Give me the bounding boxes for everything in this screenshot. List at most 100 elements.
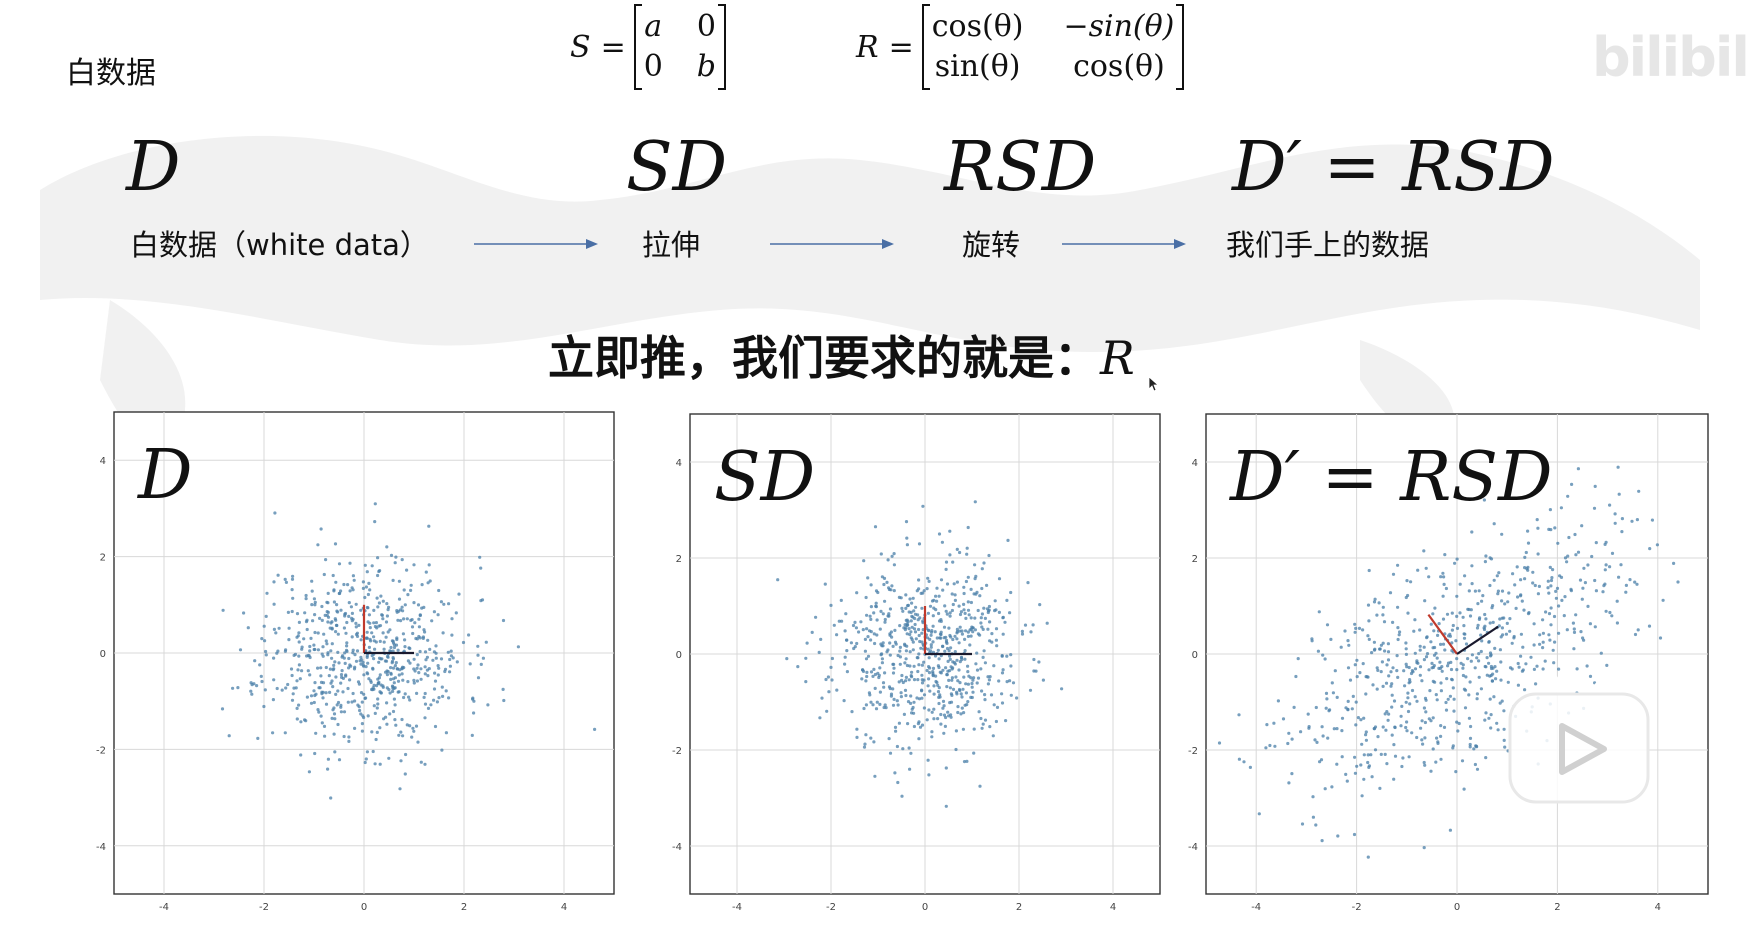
scatter-point [920,631,924,635]
x-tick-label: -2 [259,902,269,913]
scatter-point [1532,622,1536,626]
scatter-point [1388,591,1393,595]
scatter-point [1536,552,1540,556]
scatter-point [944,804,948,808]
scatter-point [915,589,919,593]
scatter-point [1661,598,1665,602]
scatter-point [1479,649,1483,654]
x-tick-label: 4 [561,902,567,913]
scatter-point [389,677,393,681]
scatter-point [901,609,905,613]
scatter-point [1549,623,1553,627]
scatter-point [395,636,399,640]
scatter-point [1500,699,1504,703]
scatter-point [818,716,822,720]
scatter-point [1359,718,1363,722]
scatter-point [981,722,985,726]
scatter-point [401,665,405,669]
scatter-point [1500,532,1504,536]
scatter-point [911,596,915,600]
scatter-point [1535,664,1539,668]
scatter-point [378,726,382,730]
scatter-point [1541,667,1545,671]
scatter-point [912,627,917,631]
scatter-point [1286,741,1290,746]
scatter-point [335,703,339,707]
scatter-point [1482,627,1487,632]
scatter-point [1467,693,1471,697]
scatter-point [337,591,341,596]
scatter-point [1415,699,1419,703]
scatter-point [927,579,931,583]
scatter-point [372,704,376,708]
scatter-point [312,689,316,693]
scatter-point [1407,755,1411,759]
scatter-point [357,623,361,627]
scatter-point [1450,677,1454,681]
scatter-point [843,662,847,666]
scatter-point [403,645,407,649]
scatter-point [231,686,235,690]
scatter-point [476,644,480,648]
scatter-point [1420,679,1424,683]
scatter-point [371,749,375,754]
scatter-point [1354,723,1358,727]
scatter-point [1405,729,1409,733]
scatter-point [1500,589,1505,593]
scatter-point [391,689,395,693]
scatter-point [1494,677,1498,681]
scatter-point [977,710,981,714]
scatter-point [1503,745,1507,749]
scatter-point [1353,630,1357,634]
scatter-point [403,692,407,696]
scatter-point [1343,629,1347,633]
scatter-point [1340,755,1344,759]
scatter-point [283,649,287,653]
scatter-point [954,729,958,733]
scatter-point [893,640,898,644]
scatter-point [365,570,369,574]
formula-r-lhs: R [856,29,879,65]
scatter-point [1604,540,1608,544]
scatter-point [1362,753,1366,757]
scatter-point [956,705,960,709]
scatter-point [1404,595,1408,600]
pipeline-symbol-dprime: D′ = RSD [1232,128,1555,207]
scatter-point [1041,678,1045,682]
scatter-point [332,732,336,736]
scatter-point [249,681,253,685]
scatter-point [917,737,921,741]
scatter-point [953,598,957,602]
scatter-point [978,784,982,788]
scatter-point [906,722,910,726]
scatter-point [1457,721,1461,726]
scatter-point [457,592,461,596]
scatter-point [1581,636,1585,640]
scatter-point [866,635,870,639]
scatter-point [953,593,957,597]
scatter-point [908,633,912,637]
scatter-point [1435,736,1439,740]
scatter-point [426,638,430,642]
scatter-point [995,705,1000,709]
x-tick-label: 4 [1655,902,1661,913]
scatter-point [938,695,942,699]
scatter-point [878,627,882,631]
scatter-point [1608,565,1612,569]
scatter-point [974,662,978,666]
scatter-point [955,627,959,631]
scatter-point [327,674,331,678]
scatter-point [593,727,597,731]
scatter-point [331,685,335,689]
scatter-point [883,703,887,707]
scatter-point [365,630,369,634]
scatter-point [892,666,896,670]
scatter-point [892,552,896,556]
scatter-point [284,580,288,584]
scatter-point [1534,682,1538,686]
scatter-point [479,566,483,570]
scatter-point [1462,624,1466,628]
scatter-point [920,640,924,644]
scatter-point [1495,721,1499,725]
scatter-point [325,600,329,604]
